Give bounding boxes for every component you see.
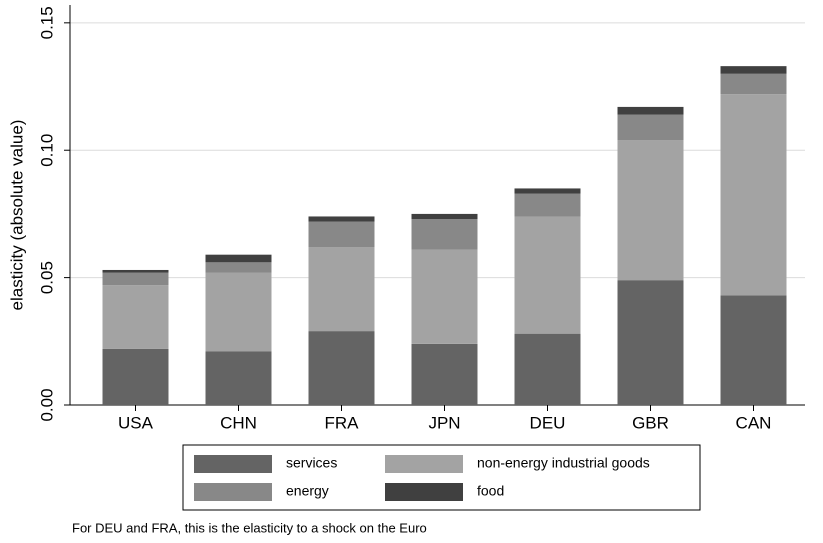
legend-label: services [286, 455, 337, 471]
bar-segment [308, 216, 375, 222]
bar-segment [514, 333, 581, 405]
bar-segment [205, 262, 272, 273]
bar-segment [411, 213, 478, 220]
bar-segment [102, 285, 169, 349]
bar-segment [720, 295, 787, 405]
bar-segment [514, 216, 581, 334]
x-tick-label: GBR [632, 413, 669, 432]
y-axis-title: elasticity (absolute value) [7, 120, 26, 311]
bar-segment [617, 106, 684, 115]
y-tick-label: 0.05 [37, 261, 56, 294]
y-tick-label: 0.15 [37, 6, 56, 39]
legend-swatch [385, 455, 463, 473]
legend-swatch [385, 483, 463, 501]
bar-segment [205, 272, 272, 352]
y-tick-label: 0.00 [37, 388, 56, 421]
bar-segment [308, 331, 375, 405]
bar-segment [411, 343, 478, 405]
bar-segment [514, 193, 581, 217]
bar-segment [720, 94, 787, 296]
legend-label: energy [286, 483, 329, 499]
bar-segment [102, 269, 169, 273]
x-tick-label: CAN [736, 413, 772, 432]
bar-segment [514, 188, 581, 194]
bar-segment [720, 66, 787, 74]
footnote: For DEU and FRA, this is the elasticity … [72, 520, 427, 535]
bar-segment [617, 280, 684, 405]
bar-segment [617, 114, 684, 141]
x-tick-label: CHN [220, 413, 257, 432]
legend-label: food [477, 483, 504, 499]
bar-segment [205, 351, 272, 405]
bar-segment [308, 221, 375, 248]
bar-segment [720, 73, 787, 95]
y-tick-label: 0.10 [37, 134, 56, 167]
x-tick-label: JPN [428, 413, 460, 432]
legend-swatch [194, 483, 272, 501]
bar-segment [102, 272, 169, 286]
bar-segment [102, 348, 169, 405]
legend-swatch [194, 455, 272, 473]
x-tick-label: USA [118, 413, 154, 432]
bar-segment [308, 247, 375, 332]
legend-label: non-energy industrial goods [477, 455, 650, 471]
bar-segment [411, 249, 478, 344]
bar-segment [411, 219, 478, 250]
x-tick-label: DEU [530, 413, 566, 432]
bar-segment [205, 254, 272, 263]
x-tick-label: FRA [325, 413, 360, 432]
bar-segment [617, 140, 684, 281]
